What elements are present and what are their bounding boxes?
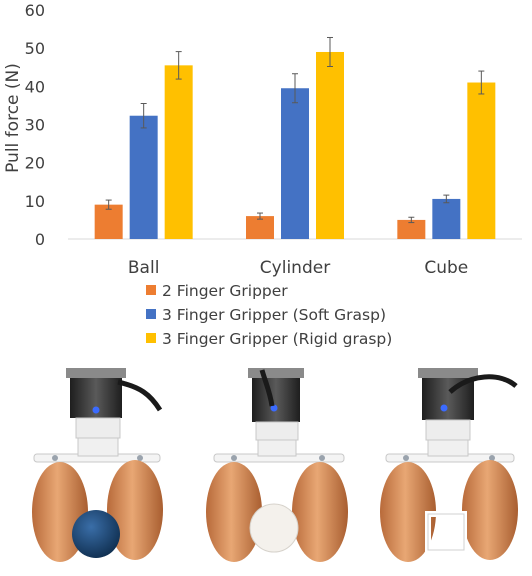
mount-block	[425, 419, 471, 441]
bar-cylinder-series-3	[316, 51, 344, 239]
bar-ball-series-3	[164, 65, 193, 239]
cylinder-object	[249, 503, 299, 553]
x-category-label: Cube	[424, 258, 468, 278]
y-tick-label: 20	[25, 154, 45, 173]
finger-right	[462, 460, 518, 560]
bar-cube-series-1	[397, 219, 426, 239]
mount-block	[75, 417, 121, 439]
legend-label: 3 Finger Gripper (Rigid grasp)	[162, 330, 392, 348]
cable	[259, 369, 275, 407]
bar-cylinder-series-2	[281, 88, 309, 239]
y-tick-label: 10	[25, 192, 45, 211]
y-axis-ticks: 0 10 20 30 40 50 60	[25, 1, 45, 249]
finger-left	[380, 462, 436, 562]
y-axis-label: Pull force (N)	[3, 63, 23, 173]
bar-ball-series-2	[129, 115, 158, 239]
legend-label: 2 Finger Gripper	[162, 282, 288, 300]
led-indicator	[270, 404, 278, 412]
legend-swatch	[146, 309, 156, 319]
led-indicator	[92, 406, 100, 414]
finger-right	[292, 462, 348, 562]
legend-swatch	[146, 285, 156, 295]
photo-cube-grasp	[380, 368, 518, 562]
y-tick-label: 0	[35, 230, 45, 249]
y-tick-label: 30	[25, 116, 45, 135]
mount-block	[255, 421, 299, 441]
led-indicator	[440, 404, 448, 412]
x-category-label: Ball	[128, 258, 160, 278]
bar-chart: 0 10 20 30 40 50 60 Pull force (N) Ball Cylinde…	[3, 1, 522, 348]
photo-ball-grasp	[32, 368, 163, 562]
photo-cylinder-grasp	[206, 368, 348, 562]
y-tick-label: 60	[25, 1, 45, 20]
legend: 2 Finger Gripper 3 Finger Gripper (Soft G…	[146, 282, 392, 348]
y-tick-label: 50	[25, 39, 45, 58]
legend-swatch	[146, 333, 156, 343]
bar-ball-series-1	[94, 204, 123, 239]
bar-cylinder-series-1	[246, 216, 274, 239]
legend-label: 3 Finger Gripper (Soft Grasp)	[162, 306, 386, 324]
category-labels: Ball Cylinder Cube	[128, 258, 468, 278]
cable	[448, 374, 518, 394]
finger-right	[107, 460, 163, 560]
bar-cube-series-2	[432, 198, 461, 239]
gripper-photos	[32, 368, 518, 562]
bar-cube-series-3	[467, 82, 496, 240]
finger-left	[206, 462, 262, 562]
bars-group	[94, 36, 496, 240]
x-category-label: Cylinder	[260, 258, 330, 278]
cable	[117, 379, 163, 412]
y-tick-label: 40	[25, 77, 45, 96]
ball-object	[72, 510, 120, 558]
